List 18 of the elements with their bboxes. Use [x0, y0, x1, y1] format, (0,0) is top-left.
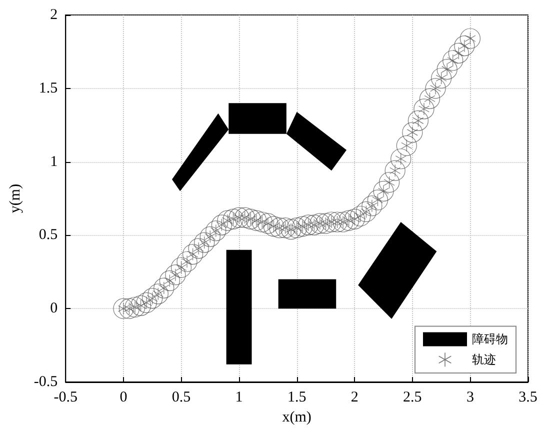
y-axis-title: y(m) — [8, 184, 24, 214]
y-tick-label: 1 — [50, 154, 58, 170]
legend-label: 障碍物 — [472, 332, 508, 346]
x-tick-label: 1.5 — [287, 390, 306, 406]
y-tick-label: 2 — [50, 7, 58, 23]
y-tick-label: -0.5 — [34, 374, 58, 390]
x-tick-label: 3 — [466, 390, 474, 406]
legend-label: 轨迹 — [472, 352, 496, 367]
x-tick-label: 1 — [235, 390, 243, 406]
x-tick-label: 0 — [120, 390, 128, 406]
y-tick-label: 0 — [50, 300, 58, 317]
x-axis-title: x(m) — [282, 409, 312, 426]
y-tick-label: 1.5 — [38, 80, 58, 96]
x-tick-label: 2 — [350, 390, 358, 406]
y-tick-label: 0.5 — [38, 227, 58, 244]
x-tick-label: 2.5 — [403, 390, 422, 406]
x-tick-label: 3.5 — [518, 390, 538, 406]
x-tick-label: 0.5 — [172, 390, 191, 406]
